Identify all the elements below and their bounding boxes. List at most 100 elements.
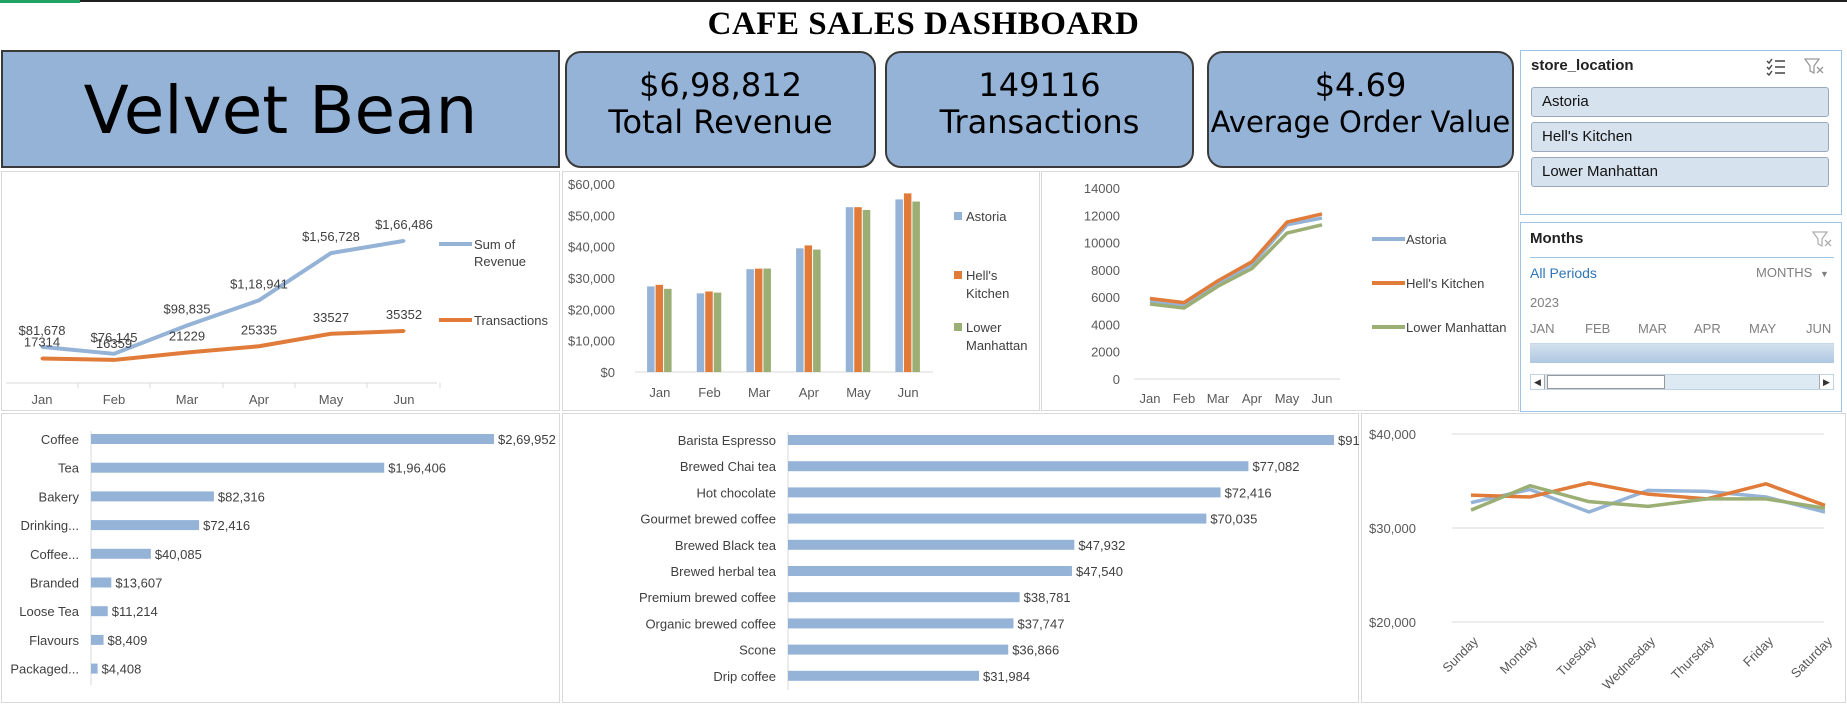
bar-hell-s-kitchen [705, 291, 713, 372]
chart-panel-store-transactions: 0 2000 4000 6000 8000 10000 12000 14000 Jan Feb Ma… [1041, 171, 1519, 411]
y-tick-label: $20,000 [1369, 615, 1416, 630]
category-label: Drinking... [20, 518, 79, 533]
slicer-item-astoria[interactable]: Astoria [1531, 87, 1829, 117]
category-label: Drip coffee [713, 669, 776, 684]
category-label: Branded [30, 576, 79, 591]
window-accent-bar [0, 0, 80, 3]
x-tick-label: May [319, 392, 344, 407]
slicer-item-hells-kitchen[interactable]: Hell's Kitchen [1531, 122, 1829, 152]
bar-astoria [895, 199, 903, 372]
y-tick-label: $20,000 [568, 302, 615, 317]
category-label: Flavours [29, 633, 79, 648]
y-tick-label: $30,000 [1369, 521, 1416, 536]
category-label: Tea [58, 461, 80, 476]
category-label: Coffee... [30, 547, 79, 562]
bar-barista-espresso [788, 435, 1334, 445]
transactions-data-point [257, 344, 261, 348]
legend-label-lower-manhattan: Lower [966, 320, 1002, 335]
x-tick-label: Wednesday [1599, 633, 1658, 692]
timeline-month-feb[interactable]: FEB [1585, 321, 1611, 336]
bar-hell-s-kitchen [903, 193, 912, 372]
bar-lower-manhattan [862, 210, 871, 372]
series-line-lower-manhattan [1470, 483, 1826, 512]
bar-gourmet-brewed-coffee [788, 513, 1207, 524]
timeline-month-jan[interactable]: JAN [1530, 321, 1555, 336]
revenue-data-label: $98,835 [164, 301, 211, 316]
transactions-data-label: 25335 [241, 322, 277, 337]
dropdown-arrow-icon: ▼ [1819, 269, 1829, 279]
transactions-data-label: 33527 [313, 310, 349, 325]
y-tick-label: $40,000 [1369, 427, 1416, 442]
legend-swatch-hell-s-kitchen [954, 271, 962, 279]
x-tick-label: Sunday [1439, 633, 1481, 675]
kpi-label: Average Order Value [1210, 105, 1511, 139]
bar-coffee [91, 434, 494, 444]
category-label: Barista Espresso [678, 433, 776, 448]
bar-value-label: $72,416 [1225, 485, 1272, 500]
revenue-data-point [329, 251, 333, 255]
transactions-data-point [185, 351, 189, 355]
clear-filter-icon[interactable] [1811, 229, 1833, 249]
category-label: Gourmet brewed coffee [640, 512, 776, 527]
brand-card: Velvet Bean Café [1, 50, 560, 267]
transactions-data-point [40, 356, 44, 360]
y-tick-label: 0 [1113, 372, 1120, 387]
scroll-left-icon[interactable]: ◀ [1531, 375, 1545, 389]
scrollbar-thumb[interactable] [1547, 375, 1665, 389]
transactions-data-label: 21229 [169, 329, 205, 344]
bar-lower-manhattan [664, 288, 672, 372]
timeline-scrollbar[interactable]: ◀ ▶ [1530, 374, 1834, 390]
bar-premium-brewed-coffee [788, 592, 1020, 603]
y-tick-label: 14000 [1084, 181, 1120, 196]
bar-value-label: $47,932 [1078, 538, 1125, 553]
kpi-label: Total Revenue [608, 103, 833, 141]
bar-scone [788, 644, 1009, 655]
bar-value-label: $1,96,406 [388, 461, 446, 476]
transactions-data-point [112, 358, 116, 362]
timeline-selection-bar[interactable] [1530, 343, 1834, 363]
multi-select-icon[interactable] [1765, 56, 1787, 76]
timeline-title: Months [1530, 230, 1584, 247]
chart-panel-weekday-revenue: $20,000 $30,000 $40,000 Sunday Monday Tuesday… [1361, 413, 1846, 703]
legend-label-revenue: Revenue [474, 254, 526, 269]
series-line-hell-s-kitchen [1149, 212, 1323, 305]
revenue-series-line [41, 238, 405, 356]
slicer-item-lower-manhattan[interactable]: Lower Manhattan [1531, 157, 1829, 187]
kpi-average-order-value: $4.69 Average Order Value [1207, 51, 1514, 168]
category-label: Loose Tea [19, 604, 80, 619]
bar-value-label: $2,69,952 [498, 432, 556, 447]
bar-astoria [845, 207, 854, 372]
time-level-selector[interactable]: MONTHS ▼ [1756, 265, 1829, 280]
category-label: Organic brewed coffee [645, 616, 776, 631]
scroll-right-icon[interactable]: ▶ [1819, 375, 1833, 389]
x-tick-label: May [1275, 391, 1300, 406]
bar-brewed-black-tea [788, 539, 1075, 550]
bar-value-label: $47,540 [1076, 564, 1123, 579]
revenue-data-label: $1,18,941 [230, 276, 288, 291]
x-tick-label: Monday [1497, 633, 1541, 677]
chart-panel-store-revenue: $0 $10,000 $20,000 $30,000 $40,000 $50,000 $60… [562, 171, 1040, 411]
bar-value-label: $91,406 [1338, 433, 1360, 448]
bar-brewed-herbal-tea [788, 566, 1072, 576]
y-tick-label: $50,000 [568, 208, 615, 223]
y-tick-label: $60,000 [568, 177, 615, 192]
x-tick-label: Jun [394, 392, 415, 407]
category-label: Scone [739, 643, 776, 658]
timeline-month-apr[interactable]: APR [1694, 321, 1721, 336]
months-timeline-slicer: Months All Periods MONTHS ▼ 2023 JAN FEB… [1520, 222, 1842, 412]
chart-panel-product-revenue: Barista Espresso $91,406 Brewed Chai tea $7… [562, 413, 1385, 703]
timeline-month-may[interactable]: MAY [1749, 321, 1777, 336]
category-label: Brewed Chai tea [680, 459, 777, 474]
clear-filter-icon[interactable] [1803, 56, 1825, 76]
timeline-month-jun[interactable]: JUN [1806, 321, 1832, 336]
legend-swatch-astoria [954, 212, 962, 220]
timeline-month-mar[interactable]: MAR [1638, 321, 1667, 336]
series-line-hell-s-kitchen [1470, 481, 1826, 508]
y-tick-label: 12000 [1084, 208, 1120, 223]
window-top-border [0, 0, 1847, 2]
weekday-revenue-chart: $20,000 $30,000 $40,000 Sunday Monday Tuesday… [1369, 427, 1835, 693]
bar-organic-brewed-coffee [788, 618, 1014, 629]
x-tick-label: Apr [1242, 391, 1263, 406]
bar-value-label: $11,214 [112, 604, 158, 619]
kpi-value: $4.69 [1314, 66, 1407, 104]
